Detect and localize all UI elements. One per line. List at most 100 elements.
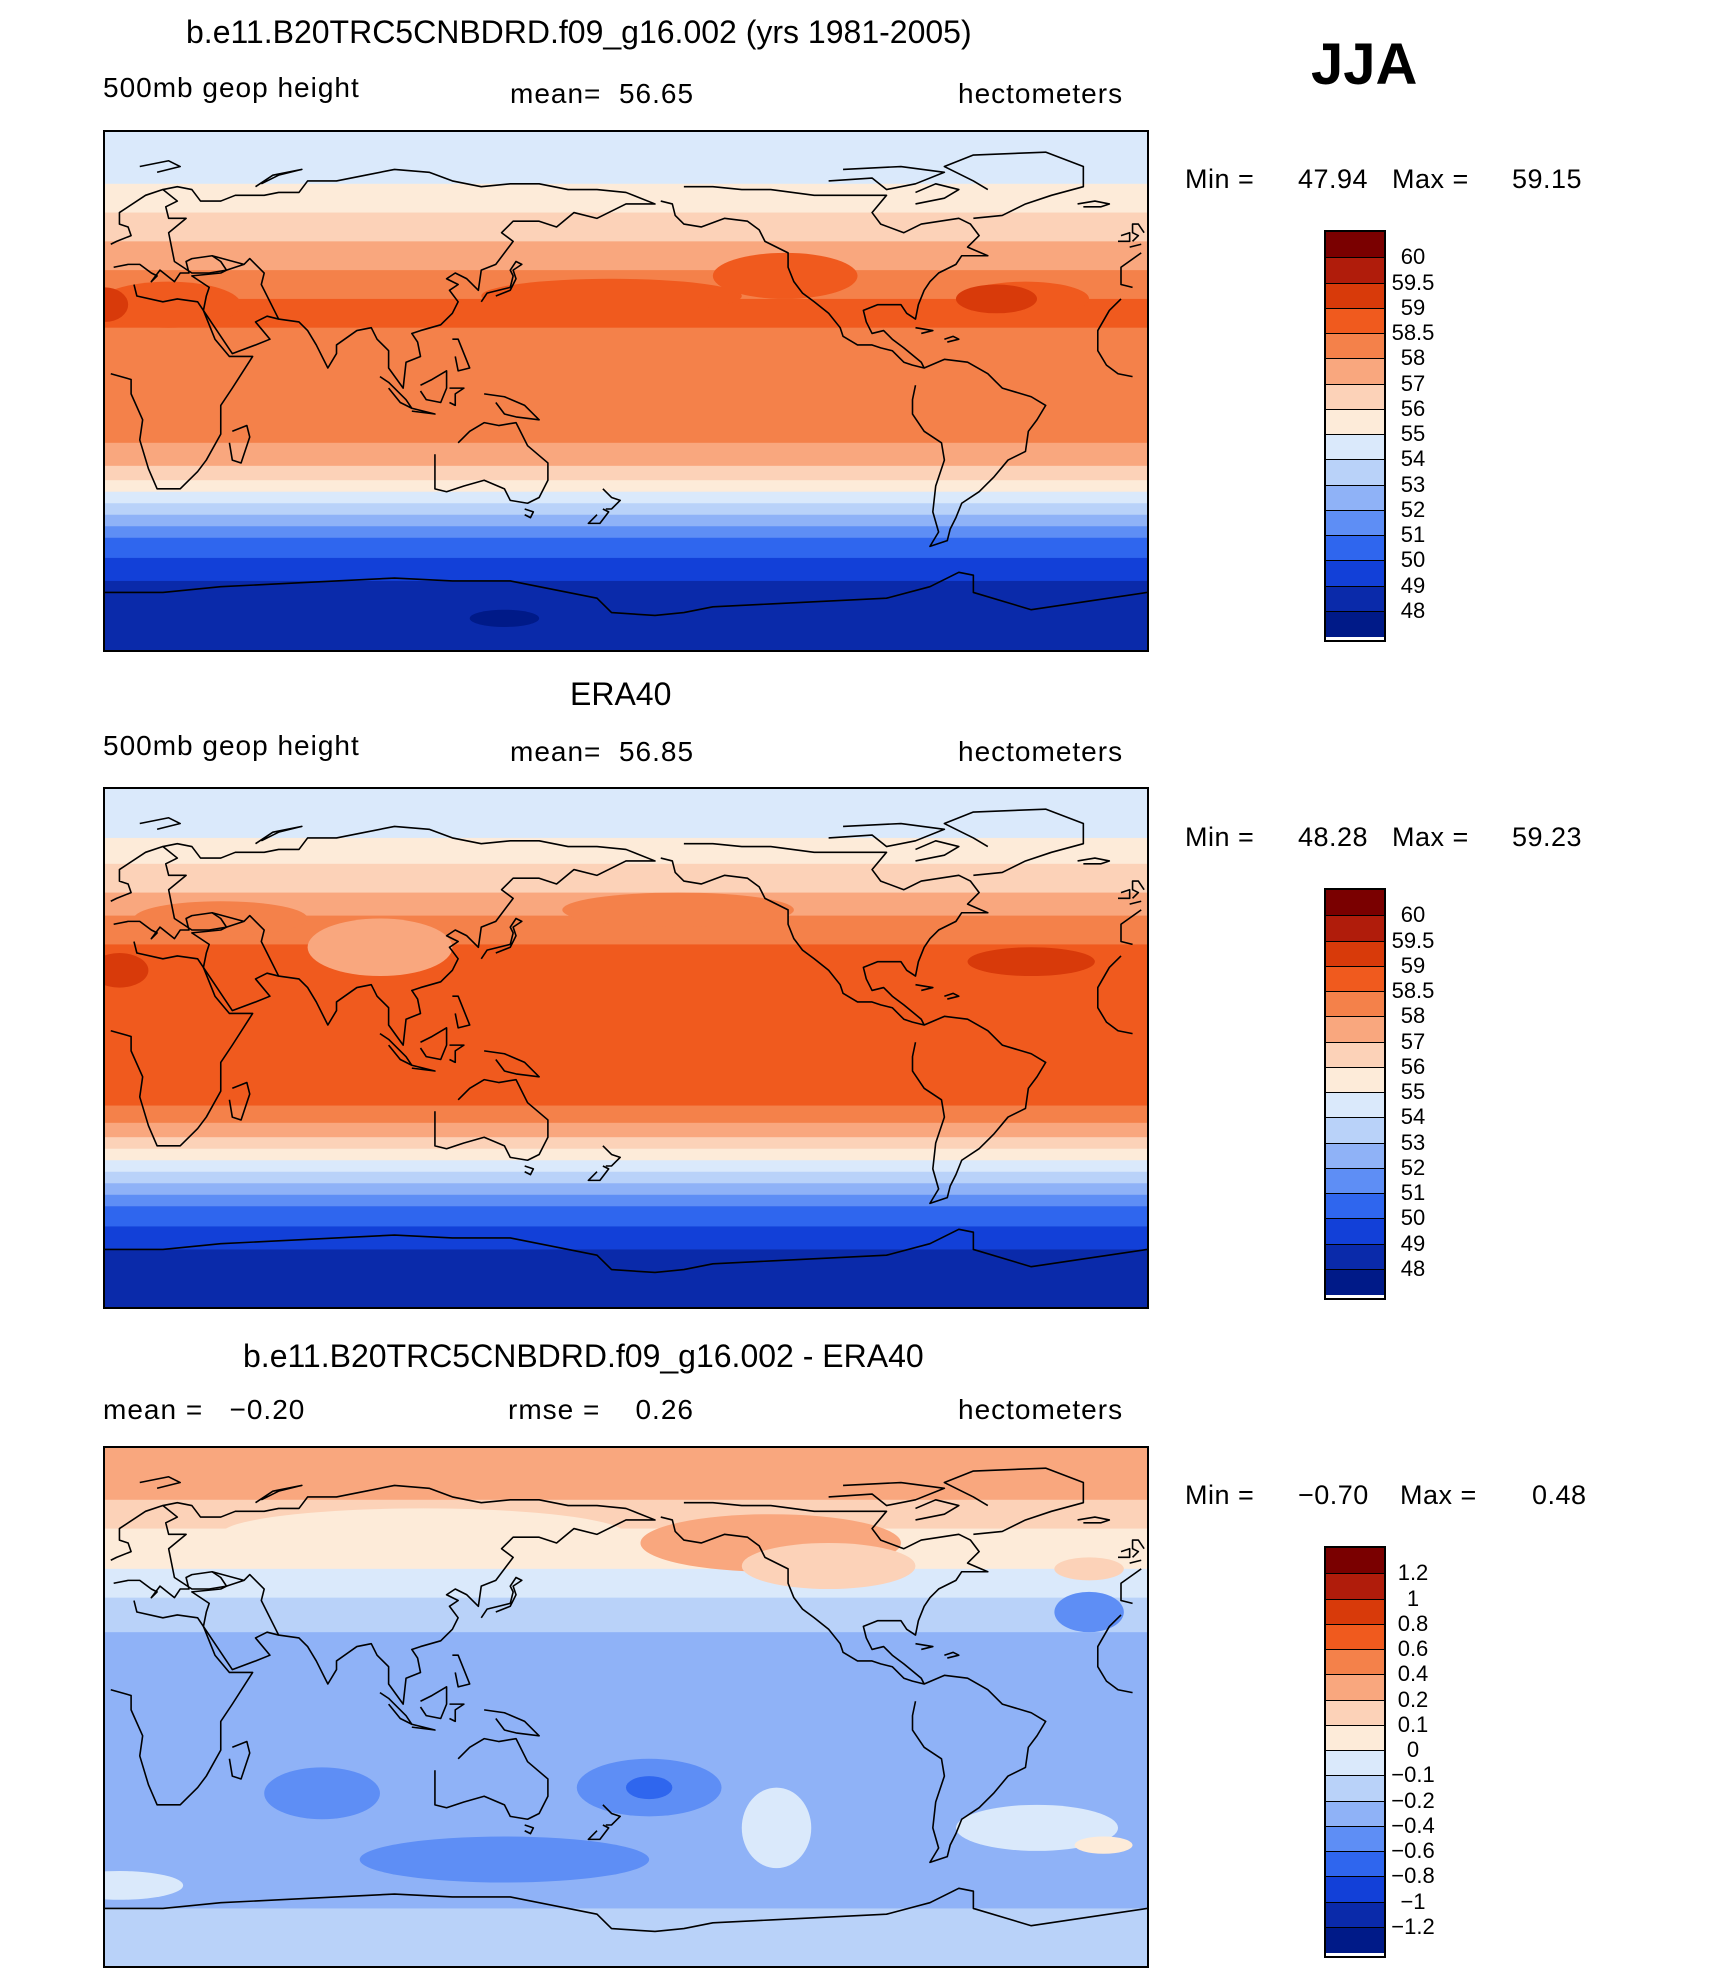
colorbar-swatch: [1326, 940, 1384, 967]
coastline: [587, 508, 610, 525]
coastline: [255, 825, 303, 845]
colorbar-swatch: [1326, 333, 1384, 359]
contour-band: [105, 580, 1147, 650]
coastline: [828, 1481, 946, 1507]
coastline: [228, 1740, 251, 1780]
contour-anomaly: [220, 1508, 627, 1561]
panel-obs-max-label: Max =: [1392, 822, 1469, 852]
colorbar-swatch: [1326, 560, 1384, 586]
coastline: [587, 1165, 610, 1182]
coastline: [452, 338, 471, 372]
panel-obs-mean: mean= 56.85: [510, 736, 695, 767]
contour-band: [105, 1448, 1147, 1501]
colorbar-swatch: [1326, 1623, 1384, 1650]
coastline: [1096, 298, 1133, 378]
coastline: [1131, 880, 1145, 899]
colorbar-tick-label: 58.5: [1391, 978, 1435, 1003]
contour-band: [105, 503, 1147, 516]
colorbar-swatch: [1326, 1066, 1384, 1093]
contour-anomaly: [105, 953, 149, 988]
coastline: [105, 1887, 1147, 1933]
colorbar-tick-label: 0.4: [1397, 1661, 1429, 1687]
contour-anomaly: [359, 1836, 650, 1883]
colorbar-tick-label: 0: [1406, 1737, 1420, 1762]
coastline: [419, 370, 448, 404]
colorbar-swatch: [1326, 1218, 1384, 1244]
coastline: [449, 1703, 465, 1723]
coastline: [419, 1686, 448, 1720]
colorbar-swatch: [1326, 509, 1384, 536]
coastline: [139, 159, 182, 174]
coastline: [660, 185, 989, 369]
colorbar-swatch: [1326, 991, 1384, 1017]
colorbar-swatch: [1326, 1851, 1384, 1877]
colorbar-tick-label: 50: [1400, 547, 1426, 573]
panel-diff-colorbar: [1324, 1546, 1386, 1958]
colorbar-tick-label: 55: [1400, 421, 1426, 446]
colorbar-tick-label: 0.8: [1397, 1610, 1429, 1636]
panel-diff-mean: mean = −0.20: [103, 1394, 306, 1425]
colorbar-swatch: [1326, 1142, 1384, 1169]
colorbar-swatch: [1326, 1674, 1384, 1700]
coastline: [452, 995, 471, 1029]
colorbar-tick-label: −0.4: [1391, 1812, 1435, 1838]
colorbar-swatch: [1326, 585, 1384, 612]
colorbar-swatch: [1326, 1825, 1384, 1852]
season-label: JJA: [1311, 32, 1418, 97]
colorbar-tick-label: −1: [1400, 1888, 1426, 1914]
colorbar-swatch: [1326, 965, 1384, 992]
map-svg: [105, 1448, 1147, 1966]
coastline: [419, 1027, 448, 1061]
colorbar-swatch: [1326, 383, 1384, 410]
contour-anomaly: [220, 1571, 395, 1595]
coastline: [943, 1467, 1085, 1536]
coastline: [110, 1504, 228, 1599]
coastline: [162, 168, 656, 389]
coastline: [944, 1651, 960, 1659]
colorbar-tick-label: 55: [1400, 1079, 1426, 1104]
coastline: [1118, 1547, 1131, 1559]
colorbar-swatch: [1326, 1268, 1384, 1295]
colorbar-swatch: [1326, 1800, 1384, 1827]
coastline: [480, 260, 523, 303]
contour-anomaly: [481, 278, 742, 314]
colorbar-tick-label: −0.1: [1391, 1762, 1435, 1788]
colorbar-tick-label: 52: [1400, 1154, 1426, 1180]
colorbar-swatch: [1326, 1876, 1384, 1902]
colorbar-swatch: [1326, 1548, 1384, 1574]
colorbar-swatch: [1326, 1901, 1384, 1928]
colorbar-tick-label: −1.2: [1391, 1913, 1435, 1939]
contour-band: [105, 1160, 1147, 1173]
coastline: [915, 983, 934, 992]
coastlines: [105, 808, 1147, 1274]
colorbar-tick-label: 58: [1400, 345, 1426, 371]
coastline: [1096, 955, 1133, 1035]
panel-obs-colorbar: [1324, 888, 1386, 1300]
coastlines: [105, 151, 1147, 617]
colorbar-swatch: [1326, 1649, 1384, 1675]
colorbar-swatch: [1326, 1016, 1384, 1042]
contour-band: [105, 789, 1147, 839]
coastline: [915, 183, 960, 205]
coastline: [602, 1804, 622, 1826]
panel-diff-map: [103, 1446, 1149, 1968]
coastline: [943, 808, 1085, 877]
panel-obs-left-label: 500mb geop height: [103, 730, 360, 761]
panel-diff-title: b.e11.B20TRC5CNBDRD.f09_g16.002 - ERA40: [243, 1338, 924, 1374]
colorbar-tick-label: 1.2: [1397, 1560, 1429, 1586]
contour-band: [105, 514, 1147, 527]
coastline: [944, 335, 960, 343]
coastline: [191, 911, 280, 1012]
coastline: [524, 508, 535, 519]
panel-model-map: [103, 130, 1149, 652]
coastline: [915, 1499, 960, 1521]
coastline: [828, 165, 946, 191]
colorbar-tick-label: 48: [1400, 597, 1426, 623]
coastline: [602, 488, 622, 510]
panel-diff-units: hectometers: [958, 1394, 1124, 1425]
coastline: [1120, 909, 1142, 946]
contour-band: [105, 1194, 1147, 1207]
coastline: [911, 1015, 1047, 1205]
colorbar-swatch: [1326, 535, 1384, 561]
contour-anomaly: [105, 287, 129, 322]
